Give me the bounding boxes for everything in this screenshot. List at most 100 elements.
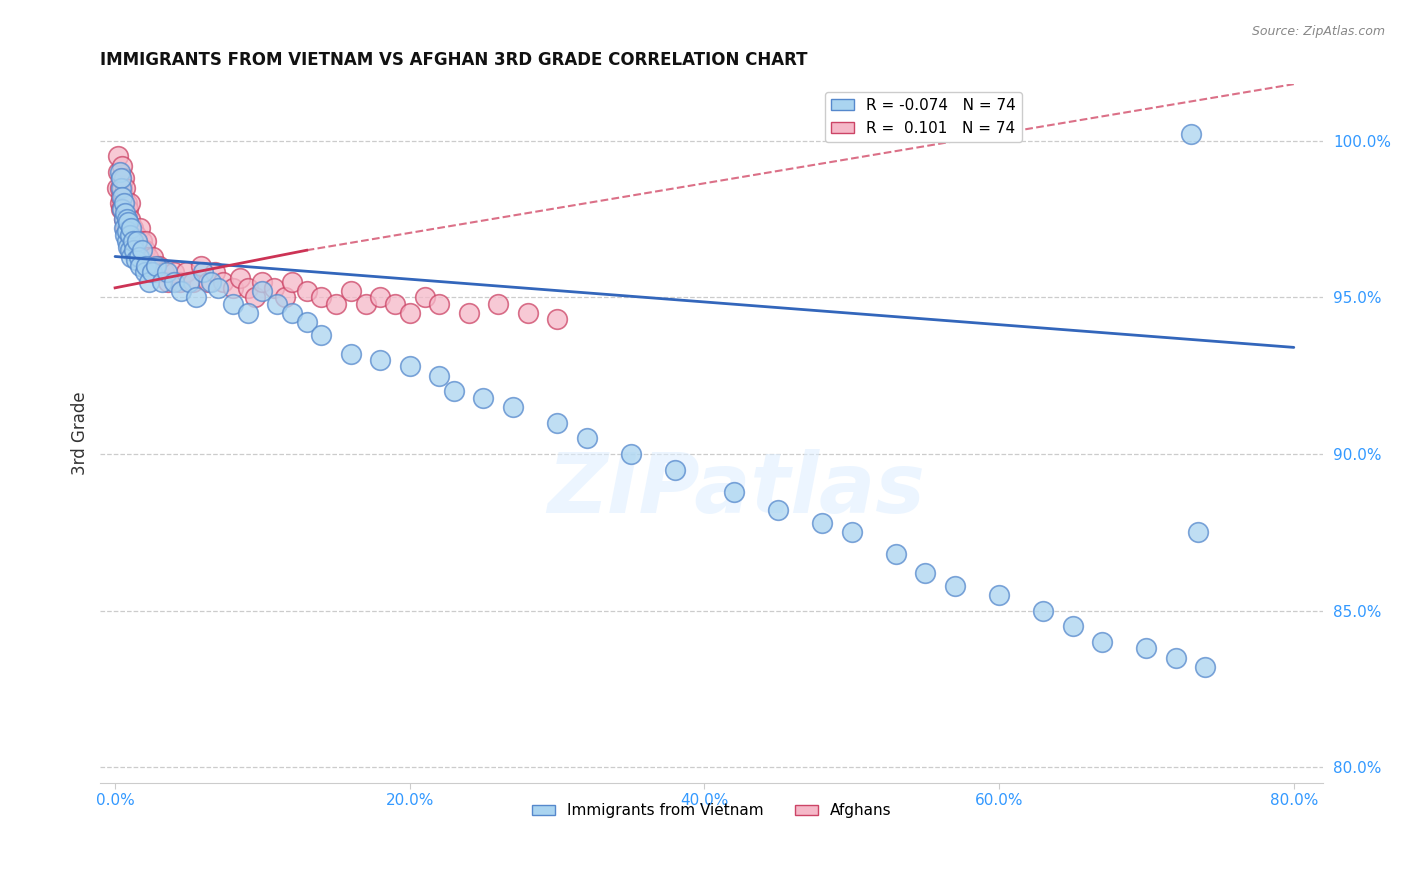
Point (141, 265, 163, 279)
Point (120, 221, 142, 235)
Point (273, 290, 295, 304)
Point (127, 234, 149, 248)
Point (664, 462, 686, 476)
Point (427, 296, 450, 310)
Point (197, 275, 219, 289)
Point (193, 265, 215, 279)
Point (546, 416, 568, 430)
Point (174, 265, 197, 279)
Point (281, 306, 304, 320)
Point (118, 211, 141, 226)
Point (516, 306, 538, 320)
Point (200, 275, 222, 289)
Point (134, 265, 156, 279)
Point (115, 234, 138, 248)
Point (118, 196, 141, 211)
Point (125, 252, 148, 267)
Point (107, 165, 129, 179)
Point (184, 290, 207, 304)
Point (111, 180, 134, 194)
Point (156, 265, 179, 279)
Point (122, 244, 145, 258)
Point (121, 221, 143, 235)
Point (398, 306, 420, 320)
Point (111, 202, 134, 217)
Point (128, 250, 150, 264)
Point (125, 227, 148, 242)
Point (281, 275, 304, 289)
Point (112, 171, 135, 186)
Point (115, 211, 138, 226)
Point (295, 315, 318, 329)
Point (157, 275, 180, 289)
Point (108, 196, 131, 211)
Point (236, 281, 259, 295)
Point (110, 180, 132, 194)
Point (914, 566, 936, 580)
Point (222, 281, 245, 295)
Point (120, 244, 142, 258)
Point (117, 215, 139, 229)
Point (252, 275, 274, 289)
Point (145, 265, 167, 279)
Text: Source: ZipAtlas.com: Source: ZipAtlas.com (1251, 25, 1385, 38)
Point (117, 240, 139, 254)
Point (142, 250, 165, 264)
Point (486, 296, 509, 310)
Point (114, 221, 136, 235)
Point (139, 259, 162, 273)
Point (145, 259, 167, 273)
Point (108, 180, 131, 194)
Point (1135, 641, 1157, 656)
Point (110, 202, 132, 217)
Point (575, 431, 598, 445)
Point (163, 265, 186, 279)
Point (114, 227, 136, 242)
Point (152, 265, 174, 279)
Point (472, 391, 495, 405)
Point (110, 171, 132, 186)
Point (181, 275, 204, 289)
Point (325, 296, 347, 310)
Point (413, 290, 436, 304)
Point (252, 284, 274, 298)
Point (163, 275, 186, 289)
Point (207, 281, 229, 295)
Point (127, 234, 149, 248)
Point (311, 327, 333, 342)
Point (138, 275, 160, 289)
Point (134, 244, 156, 258)
Point (150, 275, 173, 289)
Point (723, 484, 745, 499)
Point (1091, 635, 1114, 649)
Point (295, 284, 318, 298)
Point (111, 202, 134, 217)
Point (148, 259, 170, 273)
Point (132, 250, 155, 264)
Point (1032, 604, 1054, 618)
Point (1062, 619, 1084, 633)
Point (131, 234, 153, 248)
Point (117, 221, 139, 235)
Point (1194, 660, 1216, 674)
Point (118, 234, 141, 248)
Point (115, 196, 138, 211)
Point (112, 196, 135, 211)
Point (340, 284, 363, 298)
Point (443, 384, 465, 399)
Point (340, 346, 363, 360)
Point (177, 275, 200, 289)
Point (170, 284, 193, 298)
Point (263, 281, 285, 295)
Point (114, 199, 136, 213)
Point (114, 180, 136, 194)
Point (112, 221, 135, 235)
Point (111, 159, 134, 173)
Point (811, 516, 834, 530)
Point (384, 296, 406, 310)
Point (131, 244, 153, 258)
Point (368, 290, 391, 304)
Point (546, 312, 568, 326)
Point (211, 275, 233, 289)
Point (243, 290, 266, 304)
